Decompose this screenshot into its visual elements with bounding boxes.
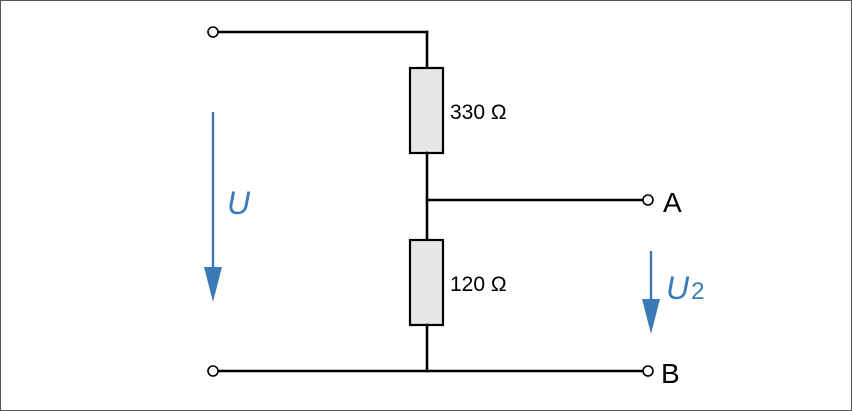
output-voltage-symbol: U [666, 270, 690, 306]
node-a-label: A [663, 187, 682, 218]
resistor-330-label: 330 Ω [450, 101, 507, 124]
node-b-label: B [661, 358, 680, 389]
output-voltage-arrow-head [642, 299, 660, 334]
resistor-120-label: 120 Ω [450, 273, 507, 296]
terminal-node-b [643, 366, 653, 376]
terminal-input-bottom [208, 366, 218, 376]
terminal-node-a [643, 195, 653, 205]
output-voltage-label: U2 [666, 270, 704, 306]
resistor-330 [410, 68, 443, 153]
resistor-120 [410, 240, 443, 325]
input-voltage-label: U [227, 185, 251, 221]
input-voltage-arrow-head [204, 267, 222, 302]
output-voltage-subscript: 2 [691, 278, 704, 305]
terminal-input-top [208, 27, 218, 37]
